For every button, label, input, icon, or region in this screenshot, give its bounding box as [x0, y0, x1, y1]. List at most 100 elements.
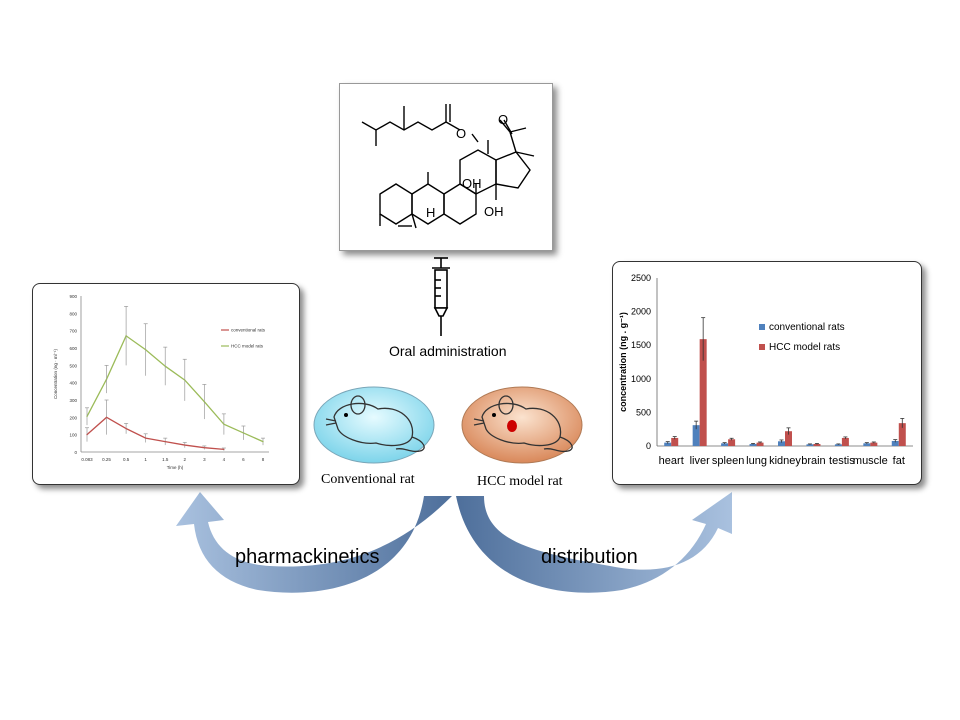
legend-label: HCC model rats — [769, 342, 840, 353]
y-tick-label: 2500 — [631, 273, 651, 283]
x-axis-title: Time (h) — [167, 465, 184, 470]
y-tick-label: 800 — [69, 311, 77, 316]
y-tick-label: 700 — [69, 329, 77, 334]
arrow-to-pharmacokinetics — [176, 492, 452, 593]
bar — [699, 339, 707, 446]
series-line — [86, 334, 264, 443]
category-label: testis — [829, 455, 855, 467]
atom-label: OH — [484, 204, 504, 219]
legend-label: HCC model rats — [231, 344, 264, 349]
data-point — [164, 441, 166, 443]
x-tick-label: 0.5 — [123, 457, 130, 462]
bar — [785, 431, 792, 446]
atom-label: O — [498, 112, 508, 127]
x-tick-label: 2 — [184, 457, 187, 462]
hcc-rat-icon — [461, 386, 583, 464]
x-tick-label: 1.5 — [162, 457, 169, 462]
category-label: fat — [893, 455, 905, 467]
legend-label: conventional rats — [231, 328, 266, 333]
y-tick-label: 400 — [69, 381, 77, 386]
syringe-icon — [432, 257, 450, 336]
y-tick-label: 0 — [646, 441, 651, 451]
y-tick-label: 900 — [69, 294, 77, 299]
pk-chart: 0 100 200 300 400 500 600 700 800 900 0.083 0.25 0.5… — [53, 294, 269, 470]
conventional-rat-label: Conventional rat — [321, 472, 415, 487]
series-line — [86, 416, 224, 451]
bar — [671, 437, 679, 446]
y-tick-label: 300 — [69, 398, 77, 403]
x-tick-label: 1 — [144, 457, 147, 462]
data-point — [223, 448, 225, 450]
data-point — [125, 428, 127, 430]
distribution-chart-box: 0 500 1000 1500 2000 2500 concentration (ng . … — [612, 261, 922, 485]
bar — [806, 444, 814, 446]
bar — [749, 443, 757, 446]
data-point — [164, 365, 166, 367]
bar — [863, 443, 871, 446]
y-axis-title: concentration (ng . g⁻¹) — [618, 312, 628, 412]
bar — [870, 442, 878, 446]
y-tick-label: 2000 — [631, 307, 651, 317]
oral-administration-label: Oral administration — [389, 343, 507, 359]
x-tick-label: 4 — [223, 457, 226, 462]
category-label: kidney — [769, 455, 801, 467]
category-label: spleen — [712, 455, 744, 467]
x-tick-label: 8 — [262, 457, 265, 462]
bar — [721, 443, 729, 446]
bar — [756, 442, 764, 446]
x-tick-label: 3 — [203, 457, 206, 462]
pharmacokinetics-label: pharmackinetics — [235, 546, 380, 568]
data-point — [223, 423, 225, 425]
data-point — [184, 444, 186, 446]
bar — [891, 440, 899, 446]
data-point — [262, 441, 264, 443]
y-axis-title: Concentration (ng · ml⁻¹) — [53, 349, 58, 399]
y-tick-label: 600 — [69, 346, 77, 351]
category-label: muscle — [853, 455, 888, 467]
data-point — [203, 401, 205, 403]
atom-label: OH — [462, 176, 482, 191]
data-point — [105, 378, 108, 380]
data-point — [184, 379, 186, 381]
chemical-structure: O O OH OH H — [361, 104, 535, 229]
y-tick-label: 1500 — [631, 340, 651, 350]
tumor-marker — [507, 420, 517, 432]
y-tick-label: 500 — [69, 363, 77, 368]
bar — [841, 437, 849, 446]
data-point — [105, 416, 108, 418]
structure-box: O O OH OH H — [339, 83, 553, 251]
bar — [664, 442, 672, 446]
pk-chart-box: 0 100 200 300 400 500 600 700 800 900 0.083 0.25 0.5… — [32, 283, 300, 485]
x-tick-label: 6 — [242, 457, 245, 462]
arrow-to-distribution — [456, 492, 732, 593]
data-point — [242, 432, 245, 434]
data-point — [203, 447, 205, 449]
distribution-chart: 0 500 1000 1500 2000 2500 concentration (ng . … — [618, 273, 913, 467]
y-tick-label: 500 — [636, 407, 651, 417]
data-point — [86, 415, 88, 418]
legend-swatch — [759, 324, 765, 330]
data-point — [125, 335, 127, 337]
bar — [778, 441, 785, 446]
data-point — [145, 349, 147, 351]
x-tick-label: 0.25 — [102, 457, 111, 462]
y-tick-label: 1000 — [631, 374, 651, 384]
category-label: heart — [659, 455, 684, 467]
atom-label: H — [426, 205, 435, 220]
hcc-rat-label: HCC model rat — [477, 474, 563, 489]
bar — [834, 444, 842, 446]
y-tick-label: 100 — [69, 433, 77, 438]
category-label: liver — [690, 455, 711, 467]
bar — [692, 425, 700, 446]
data-point — [86, 434, 88, 436]
data-point — [145, 437, 147, 439]
category-label: brain — [801, 455, 825, 467]
legend-label: conventional rats — [769, 322, 845, 333]
x-tick-label: 0.083 — [81, 457, 93, 462]
y-tick-label: 0 — [74, 450, 77, 455]
bar — [813, 443, 821, 446]
conventional-rat-icon — [313, 386, 435, 464]
atom-label: O — [456, 126, 466, 141]
legend-swatch — [759, 344, 765, 350]
